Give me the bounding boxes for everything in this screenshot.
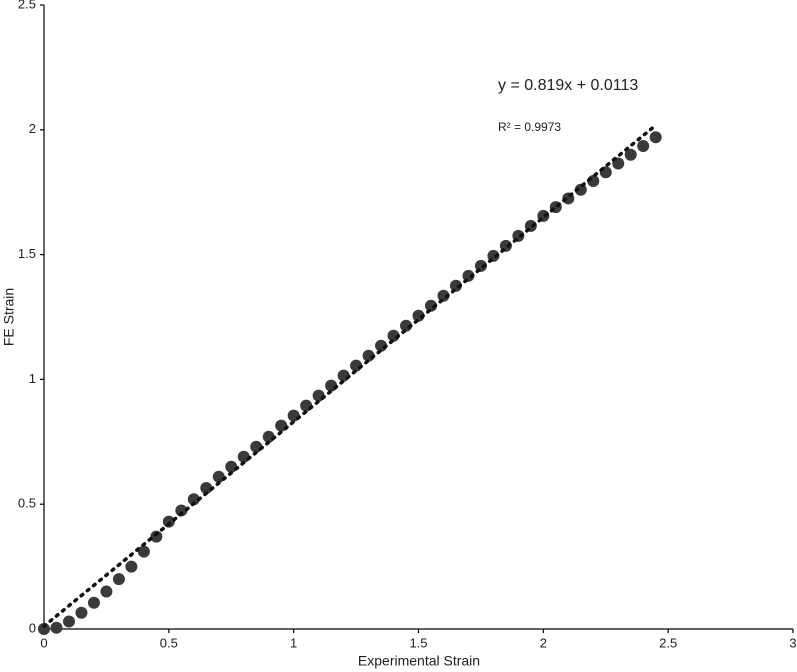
point (112, 573, 125, 586)
x-tick-label: 2 (540, 635, 547, 650)
y-tick-label: 1.5 (18, 246, 36, 261)
trendline (42, 123, 658, 628)
point (162, 515, 175, 528)
y-axis-label: FE Strain (1, 288, 17, 346)
point (462, 269, 475, 282)
point (175, 504, 188, 517)
point (649, 131, 662, 144)
point (437, 289, 450, 302)
point (637, 140, 650, 153)
point (200, 481, 213, 494)
x-tick-label: 0.5 (160, 635, 178, 650)
point (150, 530, 163, 543)
point (212, 470, 225, 483)
point (449, 279, 462, 292)
point (225, 460, 238, 473)
point (187, 493, 200, 506)
point (137, 545, 150, 558)
x-tick-label: 1.5 (409, 635, 427, 650)
y-tick-label: 2.5 (18, 0, 36, 11)
x-tick-label: 3 (789, 635, 796, 650)
r-squared: R² = 0.9973 (498, 120, 561, 134)
point (125, 560, 138, 573)
point (574, 183, 587, 196)
point (100, 585, 113, 598)
point (50, 621, 63, 634)
x-axis-label: Experimental Strain (358, 653, 480, 669)
point (75, 606, 88, 619)
point (262, 430, 275, 443)
x-tick-label: 0 (40, 635, 47, 650)
x-tick-label: 1 (290, 635, 297, 650)
equation: y = 0.819x + 0.0113 (498, 77, 638, 94)
point (87, 596, 100, 609)
point (624, 148, 637, 161)
y-tick-label: 0 (29, 620, 36, 635)
x-tick-label: 2.5 (659, 635, 677, 650)
y-tick-label: 1 (29, 371, 36, 386)
point (62, 615, 75, 628)
point (424, 299, 437, 312)
y-tick-label: 0.5 (18, 496, 36, 511)
point (38, 623, 50, 635)
point (237, 450, 250, 463)
y-tick-label: 2 (29, 121, 36, 136)
